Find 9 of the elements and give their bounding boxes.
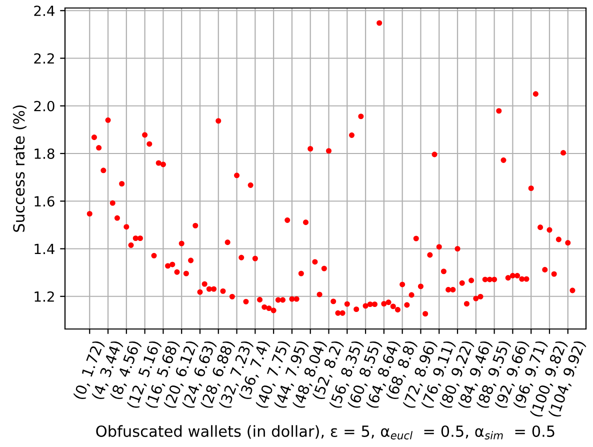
y-tick-label: 2.2 (34, 53, 54, 64)
y-tick-label: 1.2 (34, 291, 54, 302)
x-axis-title: Obfuscated wallets (in dollar), ε = 5, α$_{eucl}$ = 0.5, α$_{sim}$ = 0.5 (96, 425, 554, 440)
y-tick-label: 1.8 (34, 148, 54, 159)
y-tick-label: 1.4 (34, 244, 54, 254)
y-tick-label: 2.4 (34, 6, 54, 16)
y-axis-title: Success rate (%) (12, 105, 26, 232)
y-tick-label: 1.6 (34, 196, 54, 207)
y-tick-label: 2.0 (34, 100, 54, 112)
